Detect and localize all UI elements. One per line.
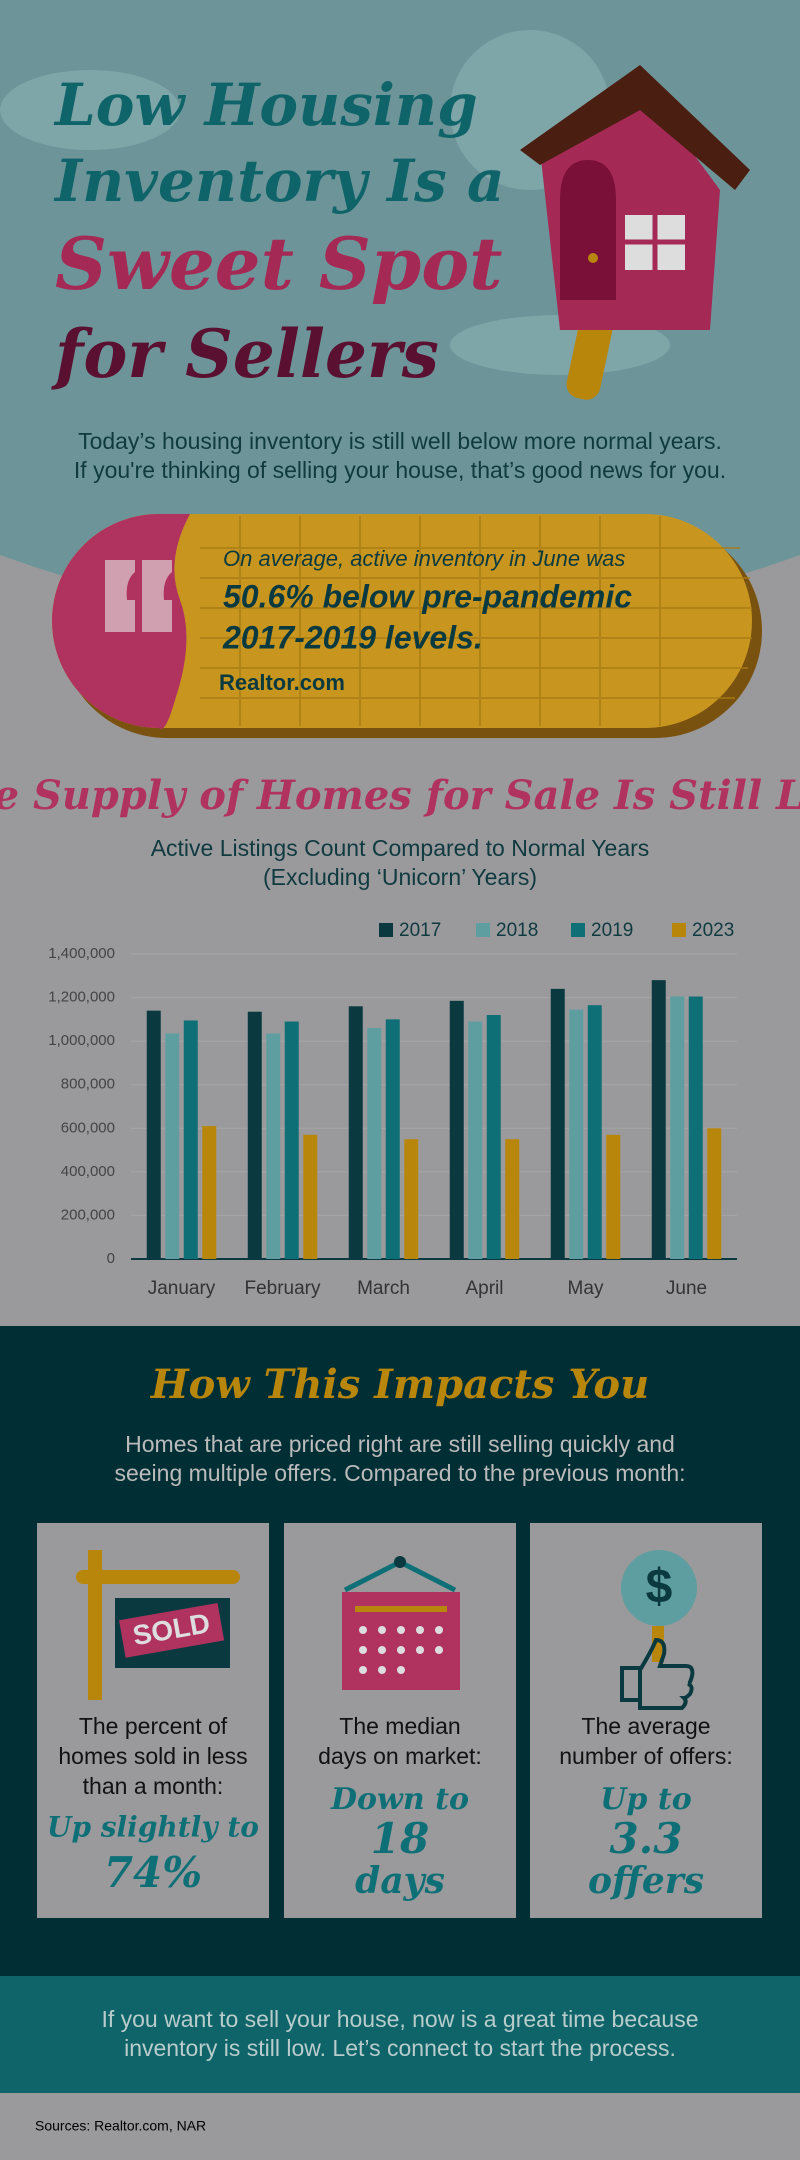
- x-tick-label: June: [666, 1278, 707, 1299]
- card-stat: 18: [371, 1814, 429, 1863]
- bar: [303, 1134, 318, 1259]
- footer-text: If you want to sell your house, now is a…: [101, 2006, 698, 2032]
- y-tick-label: 1,200,000: [48, 989, 115, 1006]
- legend-label: 2018: [496, 920, 538, 941]
- card-text: The average: [581, 1713, 710, 1739]
- legend-swatch: [672, 923, 686, 937]
- cloud: [0, 70, 180, 150]
- card-text: days on market:: [318, 1743, 482, 1769]
- legend-label: 2023: [692, 920, 734, 941]
- bar: [670, 996, 685, 1259]
- x-tick-label: February: [244, 1278, 321, 1299]
- card-text: The median: [339, 1713, 460, 1739]
- house-popsicle-icon: [520, 65, 750, 400]
- bar: [183, 1020, 198, 1259]
- bar: [569, 1009, 584, 1259]
- y-tick-label: 200,000: [61, 1206, 115, 1223]
- bar: [449, 1000, 464, 1259]
- card-stat: Up slightly to: [47, 1811, 259, 1844]
- bar: [266, 1033, 281, 1259]
- legend-swatch: [379, 923, 393, 937]
- legend-swatch: [476, 923, 490, 937]
- bar: [707, 1128, 722, 1259]
- bar: [165, 1033, 180, 1259]
- sold-sign-icon: SOLD: [76, 1550, 240, 1700]
- legend-swatch: [571, 923, 585, 937]
- card-stat: offers: [588, 1860, 704, 1902]
- quote-highlight: 50.6% below pre-pandemic: [223, 578, 632, 614]
- title-line: for Sellers: [51, 315, 439, 393]
- bar: [284, 1021, 299, 1259]
- card-text: than a month:: [83, 1773, 224, 1799]
- calendar-icon: [342, 1556, 460, 1690]
- card-stat: days: [355, 1860, 445, 1902]
- bar: [606, 1134, 621, 1259]
- chart-title: The Supply of Homes for Sale Is Still Lo…: [0, 772, 800, 819]
- dollar-text: $: [646, 1561, 673, 1614]
- sources: Sources: Realtor.com, NAR: [35, 2118, 206, 2134]
- chart: 0 200,000 400,000 600,000 800,000 1,000,000 1,…: [48, 920, 737, 1299]
- intro-text: Today’s housing inventory is still well …: [78, 428, 722, 454]
- y-tick-label: 600,000: [61, 1119, 115, 1136]
- card-stat: Up to: [600, 1782, 691, 1817]
- x-tick-label: January: [148, 1278, 216, 1299]
- footer-background: [0, 1976, 800, 2093]
- bar: [404, 1139, 419, 1259]
- y-tick-label: 400,000: [61, 1163, 115, 1180]
- card-stat: 3.3: [609, 1814, 682, 1863]
- card-stat: 74%: [104, 1848, 202, 1897]
- card: [37, 1523, 269, 1918]
- card-stat: Down to: [330, 1782, 469, 1817]
- impact-title: How This Impacts You: [150, 1361, 649, 1408]
- chart-subtitle: Active Listings Count Compared to Normal…: [151, 835, 650, 861]
- intro-text: If you're thinking of selling your house…: [74, 457, 726, 483]
- bar: [367, 1028, 382, 1259]
- title-line: Inventory Is a: [53, 147, 505, 215]
- quote-box: [52, 514, 762, 738]
- card-text: number of offers:: [559, 1743, 732, 1769]
- footer-text: inventory is still low. Let’s connect to…: [124, 2035, 676, 2061]
- card: [284, 1523, 516, 1918]
- quote-lead: On average, active inventory in June was: [223, 546, 625, 571]
- y-tick-label: 1,000,000: [48, 1032, 115, 1049]
- y-tick-label: 1,400,000: [48, 945, 115, 962]
- bar: [587, 1005, 602, 1259]
- legend-label: 2017: [399, 920, 441, 941]
- bar: [348, 1006, 363, 1259]
- bar: [505, 1139, 520, 1259]
- x-tick-label: April: [465, 1278, 503, 1299]
- card-text: The percent of: [79, 1713, 228, 1739]
- bar: [550, 988, 565, 1259]
- quote-source: Realtor.com: [219, 670, 345, 695]
- chart-subtitle: (Excluding ‘Unicorn’ Years): [263, 864, 537, 890]
- bar: [146, 1010, 161, 1259]
- x-tick-label: March: [357, 1278, 410, 1299]
- card-text: homes sold in less: [58, 1743, 247, 1769]
- title-line: Low Housing: [53, 71, 478, 139]
- bar: [651, 980, 666, 1259]
- thumbs-up-icon: $: [620, 1550, 697, 1710]
- x-tick-label: May: [568, 1278, 604, 1299]
- bar: [468, 1021, 483, 1259]
- impact-intro: seeing multiple offers. Compared to the …: [114, 1460, 685, 1486]
- bar: [247, 1011, 262, 1259]
- bar: [486, 1015, 501, 1259]
- title-line: Sweet Spot: [55, 221, 503, 306]
- y-tick-label: 0: [107, 1250, 115, 1267]
- quote-highlight: 2017-2019 levels.: [222, 619, 483, 655]
- impact-intro: Homes that are priced right are still se…: [125, 1431, 675, 1457]
- legend-label: 2019: [591, 920, 633, 941]
- bar: [385, 1019, 400, 1259]
- y-tick-label: 800,000: [61, 1076, 115, 1093]
- bar: [202, 1126, 217, 1259]
- bar: [688, 996, 703, 1259]
